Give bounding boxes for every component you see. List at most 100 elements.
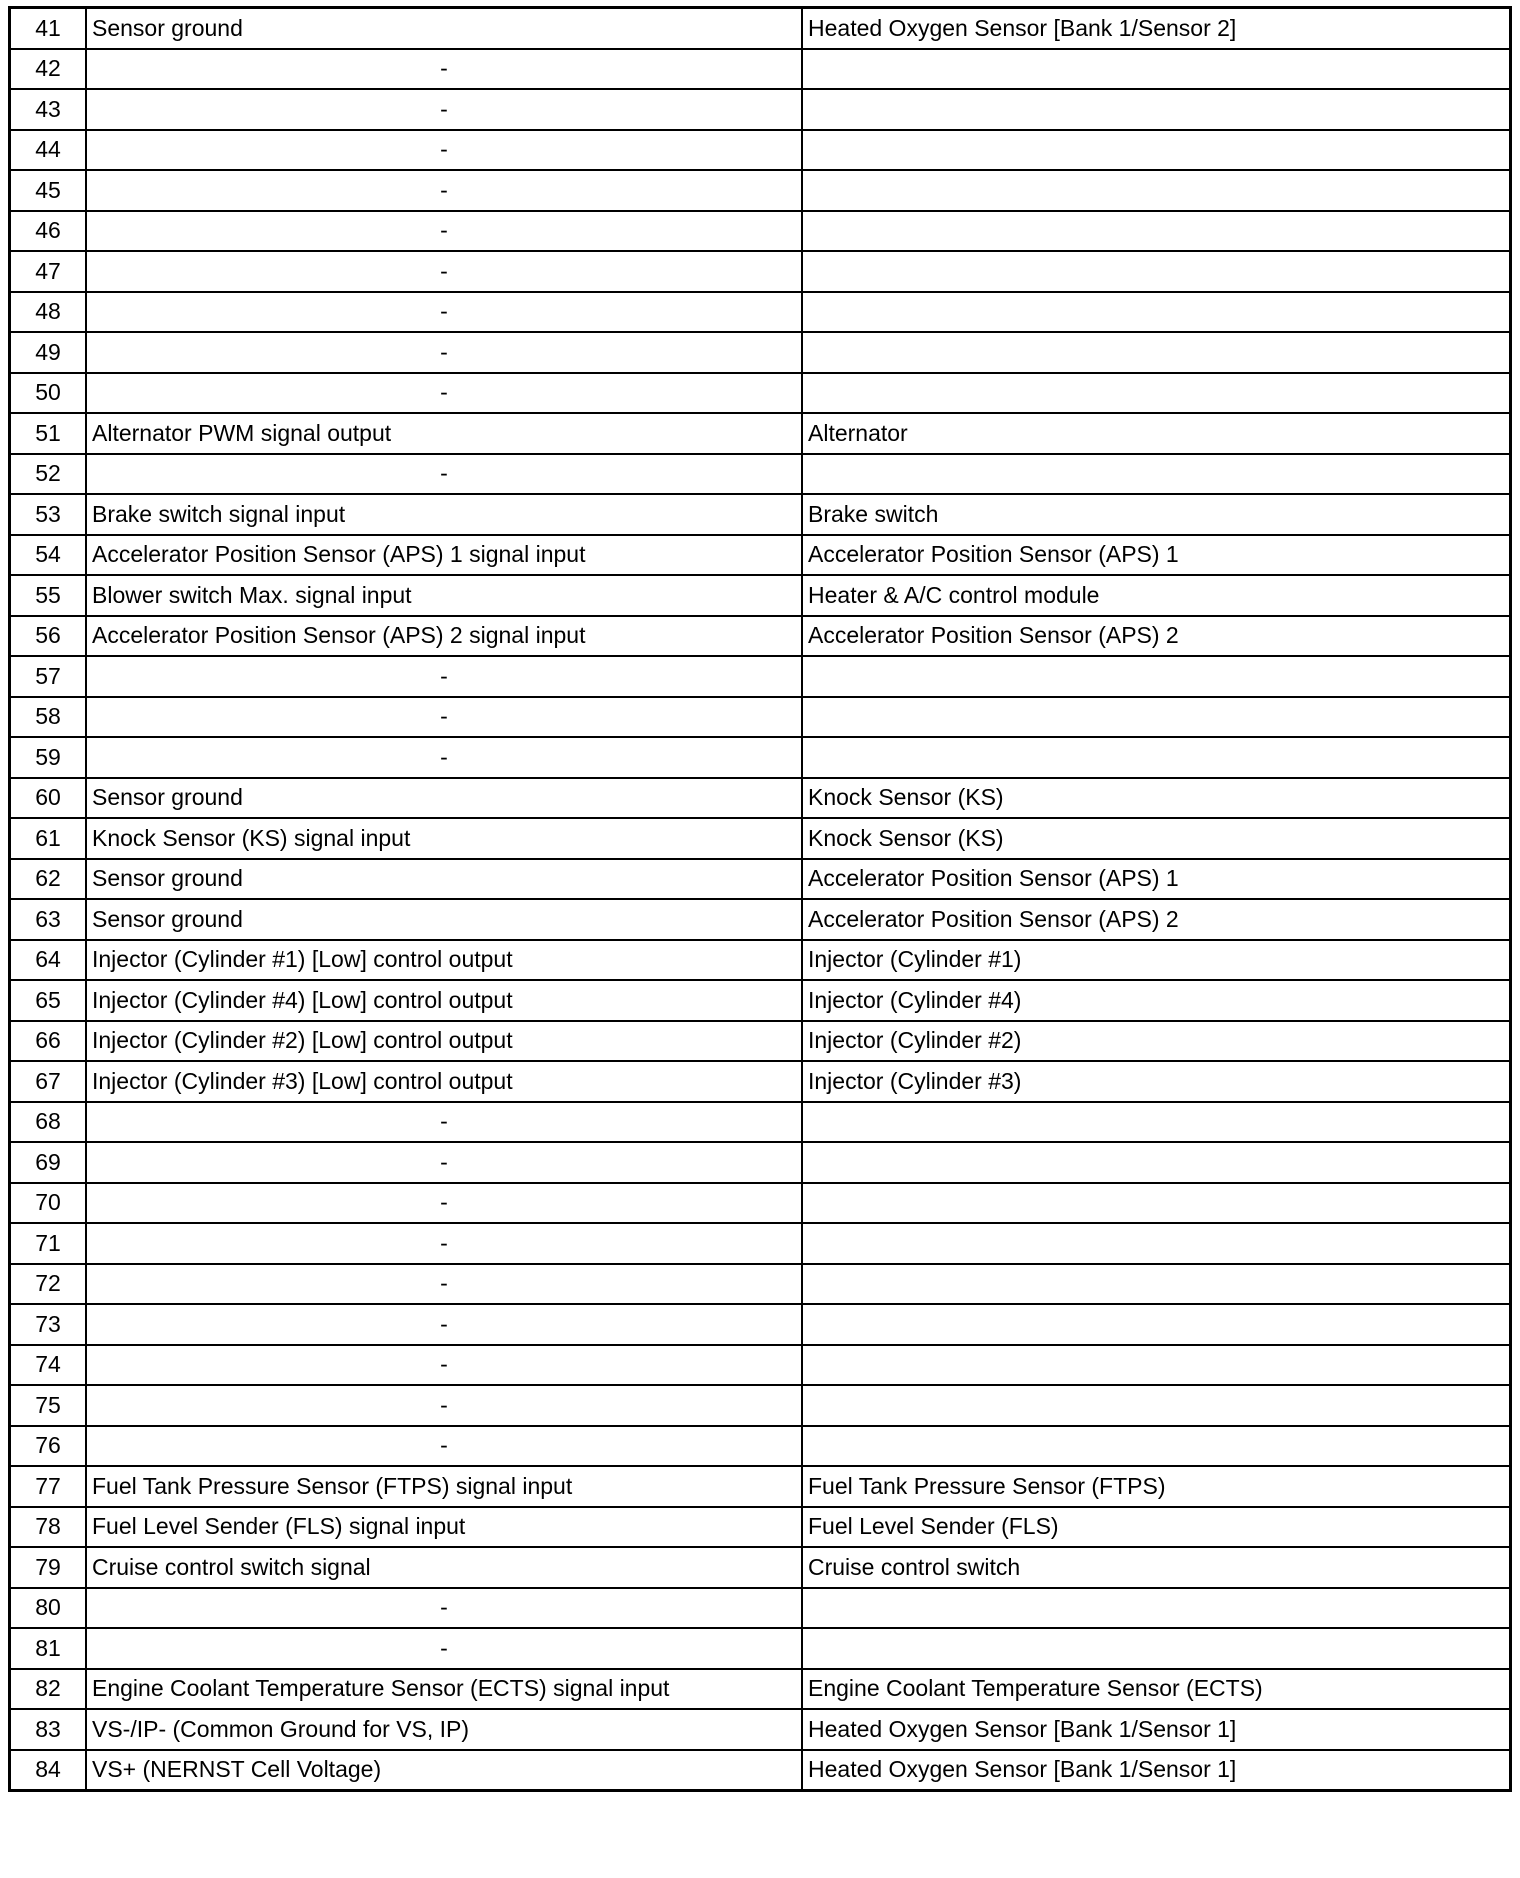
- pin-cell: 60: [8, 776, 87, 819]
- table-row: 62 Sensor ground Accelerator Position Sens…: [8, 857, 1512, 900]
- description-cell: Injector (Cylinder #1) [Low] control out…: [85, 938, 803, 981]
- table-row: 67 Injector (Cylinder #3) [Low] control o…: [8, 1060, 1512, 1103]
- pin-cell: 44: [8, 128, 87, 171]
- description-cell: -: [85, 209, 803, 252]
- description-cell: Cruise control switch signal: [85, 1546, 803, 1589]
- table-row: 65 Injector (Cylinder #4) [Low] control o…: [8, 979, 1512, 1022]
- table-row: 53 Brake switch signal input Brake switch: [8, 493, 1512, 536]
- table-row: 42-: [8, 47, 1512, 90]
- table-row: 51 Alternator PWM signal output Alternator: [8, 412, 1512, 455]
- connected-to-cell: [801, 1262, 1512, 1305]
- description-cell: -: [85, 736, 803, 779]
- description-cell: VS+ (NERNST Cell Voltage): [85, 1748, 803, 1792]
- connected-to-cell: Injector (Cylinder #4): [801, 979, 1512, 1022]
- pin-cell: 51: [8, 412, 87, 455]
- table-row: 48-: [8, 290, 1512, 333]
- pin-cell: 73: [8, 1303, 87, 1346]
- table-row: 71-: [8, 1222, 1512, 1265]
- table-row: 74-: [8, 1343, 1512, 1386]
- connected-to-cell: [801, 1627, 1512, 1670]
- description-cell: -: [85, 1424, 803, 1467]
- pin-cell: 76: [8, 1424, 87, 1467]
- table-row: 70-: [8, 1181, 1512, 1224]
- description-cell: Accelerator Position Sensor (APS) 2 sign…: [85, 614, 803, 657]
- connected-to-cell: Knock Sensor (KS): [801, 817, 1512, 860]
- connected-to-cell: Accelerator Position Sensor (APS) 2: [801, 614, 1512, 657]
- description-cell: -: [85, 1384, 803, 1427]
- pin-cell: 67: [8, 1060, 87, 1103]
- pin-table-body: 41 Sensor ground Heated Oxygen Sensor [Ban…: [8, 6, 1512, 1792]
- pin-cell: 63: [8, 898, 87, 941]
- table-row: 43-: [8, 88, 1512, 131]
- description-cell: Blower switch Max. signal input: [85, 574, 803, 617]
- connected-to-cell: Heater & A/C control module: [801, 574, 1512, 617]
- table-row: 73-: [8, 1303, 1512, 1346]
- connected-to-cell: [801, 1424, 1512, 1467]
- table-row: 57-: [8, 655, 1512, 698]
- pin-table: 41 Sensor ground Heated Oxygen Sensor [Ban…: [8, 6, 1512, 1792]
- table-row: 58-: [8, 695, 1512, 738]
- table-row: 79 Cruise control switch signal Cruise con…: [8, 1546, 1512, 1589]
- connected-to-cell: [801, 1100, 1512, 1143]
- connected-to-cell: Brake switch: [801, 493, 1512, 536]
- pin-cell: 55: [8, 574, 87, 617]
- pin-cell: 62: [8, 857, 87, 900]
- description-cell: Accelerator Position Sensor (APS) 1 sign…: [85, 533, 803, 576]
- table-row: 46-: [8, 209, 1512, 252]
- description-cell: -: [85, 1586, 803, 1629]
- table-row: 54 Accelerator Position Sensor (APS) 1 si…: [8, 533, 1512, 576]
- table-row: 41 Sensor ground Heated Oxygen Sensor [Ban…: [8, 6, 1512, 50]
- table-row: 77 Fuel Tank Pressure Sensor (FTPS) signa…: [8, 1465, 1512, 1508]
- pin-cell: 72: [8, 1262, 87, 1305]
- connected-to-cell: [801, 128, 1512, 171]
- pin-cell: 77: [8, 1465, 87, 1508]
- pin-cell: 46: [8, 209, 87, 252]
- pin-cell: 58: [8, 695, 87, 738]
- table-row: 59-: [8, 736, 1512, 779]
- description-cell: -: [85, 1100, 803, 1143]
- description-cell: Knock Sensor (KS) signal input: [85, 817, 803, 860]
- table-row: 76-: [8, 1424, 1512, 1467]
- pin-cell: 74: [8, 1343, 87, 1386]
- description-cell: -: [85, 371, 803, 414]
- description-cell: Sensor ground: [85, 6, 803, 50]
- description-cell: -: [85, 1303, 803, 1346]
- table-row: 47-: [8, 250, 1512, 293]
- description-cell: -: [85, 290, 803, 333]
- table-row: 69-: [8, 1141, 1512, 1184]
- table-row: 80-: [8, 1586, 1512, 1629]
- connected-to-cell: [801, 1586, 1512, 1629]
- description-cell: -: [85, 331, 803, 374]
- pin-cell: 70: [8, 1181, 87, 1224]
- description-cell: Engine Coolant Temperature Sensor (ECTS)…: [85, 1667, 803, 1710]
- table-row: 45-: [8, 169, 1512, 212]
- description-cell: -: [85, 1343, 803, 1386]
- description-cell: Sensor ground: [85, 898, 803, 941]
- pin-cell: 54: [8, 533, 87, 576]
- pin-cell: 61: [8, 817, 87, 860]
- description-cell: Fuel Level Sender (FLS) signal input: [85, 1505, 803, 1548]
- description-cell: -: [85, 1627, 803, 1670]
- connected-to-cell: Accelerator Position Sensor (APS) 2: [801, 898, 1512, 941]
- connected-to-cell: [801, 1303, 1512, 1346]
- connected-to-cell: Alternator: [801, 412, 1512, 455]
- description-cell: -: [85, 1262, 803, 1305]
- description-cell: -: [85, 695, 803, 738]
- description-cell: Injector (Cylinder #3) [Low] control out…: [85, 1060, 803, 1103]
- description-cell: Sensor ground: [85, 857, 803, 900]
- connected-to-cell: [801, 736, 1512, 779]
- description-cell: Alternator PWM signal output: [85, 412, 803, 455]
- pin-cell: 84: [8, 1748, 87, 1792]
- connected-to-cell: [801, 1343, 1512, 1386]
- table-row: 50-: [8, 371, 1512, 414]
- connected-to-cell: Injector (Cylinder #2): [801, 1019, 1512, 1062]
- description-cell: VS-/IP- (Common Ground for VS, IP): [85, 1708, 803, 1751]
- description-cell: -: [85, 1141, 803, 1184]
- connected-to-cell: Heated Oxygen Sensor [Bank 1/Sensor 1]: [801, 1748, 1512, 1792]
- table-row: 63 Sensor ground Accelerator Position Sens…: [8, 898, 1512, 941]
- pin-cell: 82: [8, 1667, 87, 1710]
- connected-to-cell: [801, 1384, 1512, 1427]
- description-cell: -: [85, 128, 803, 171]
- pin-cell: 83: [8, 1708, 87, 1751]
- connected-to-cell: [801, 371, 1512, 414]
